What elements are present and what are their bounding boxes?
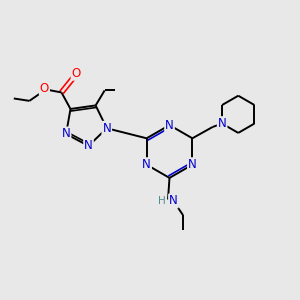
Text: N: N	[218, 117, 226, 130]
Text: N: N	[165, 118, 174, 132]
Text: N: N	[169, 194, 178, 208]
Text: O: O	[72, 67, 81, 80]
Text: N: N	[102, 122, 111, 135]
Text: N: N	[62, 128, 70, 140]
Text: O: O	[40, 82, 49, 95]
Text: N: N	[142, 158, 151, 171]
Text: H: H	[158, 196, 165, 206]
Text: N: N	[84, 140, 93, 152]
Text: N: N	[188, 158, 197, 171]
